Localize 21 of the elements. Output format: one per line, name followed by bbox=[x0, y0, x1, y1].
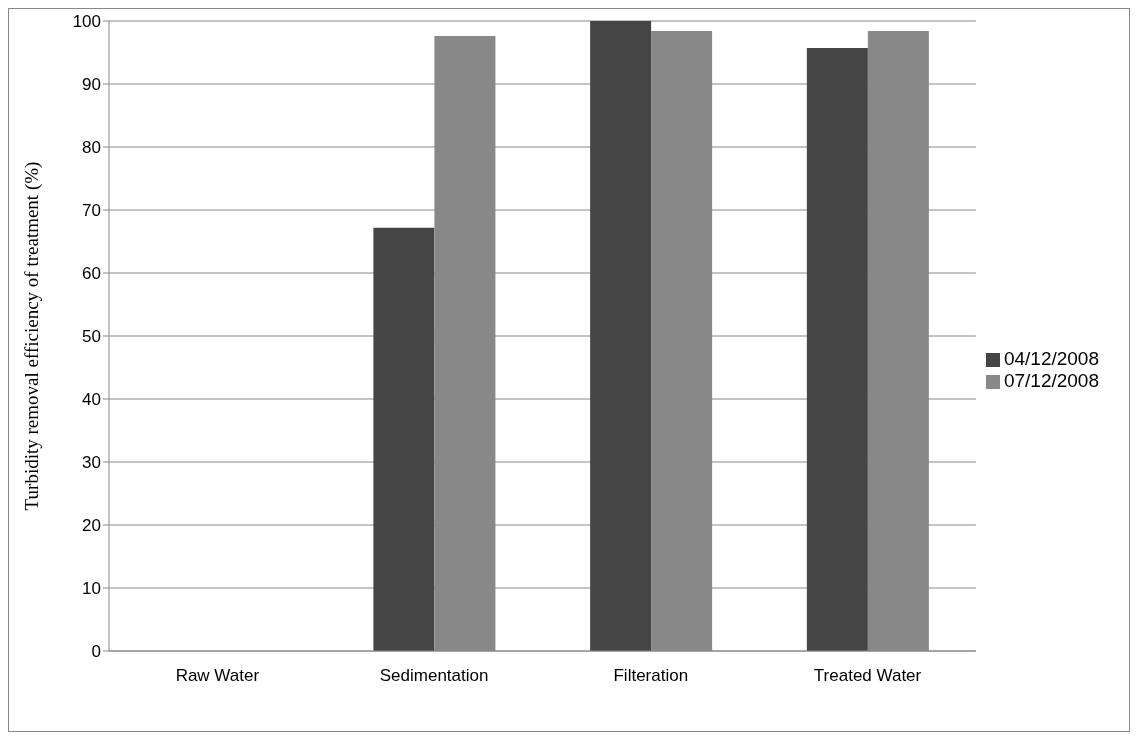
y-tick-label: 70 bbox=[82, 201, 101, 221]
bar bbox=[590, 21, 652, 651]
y-tick-label: 0 bbox=[91, 642, 101, 662]
y-tick-label: 40 bbox=[82, 390, 101, 410]
y-tick-label: 60 bbox=[82, 264, 101, 284]
y-axis-title: Turbidity removal efficiency of treatment (%) bbox=[20, 161, 43, 511]
y-tick-label: 50 bbox=[82, 327, 101, 347]
x-tick-label: Filteration bbox=[613, 666, 689, 686]
legend-label: 07/12/2008 bbox=[1003, 370, 1099, 391]
y-tick-label: 20 bbox=[82, 516, 101, 536]
x-tick-label: Sedimentation bbox=[379, 666, 489, 686]
y-tick-label: 30 bbox=[82, 453, 101, 473]
x-tick-label: Raw Water bbox=[175, 666, 260, 686]
y-tick-label: 100 bbox=[72, 12, 101, 32]
bar bbox=[806, 48, 868, 651]
y-tick-label: 80 bbox=[82, 138, 101, 158]
y-tick-label: 90 bbox=[82, 75, 101, 95]
bar bbox=[373, 227, 435, 651]
legend-label: 04/12/2008 bbox=[1003, 348, 1099, 369]
x-tick-label: Treated Water bbox=[813, 666, 922, 686]
y-tick-label: 10 bbox=[82, 579, 101, 599]
